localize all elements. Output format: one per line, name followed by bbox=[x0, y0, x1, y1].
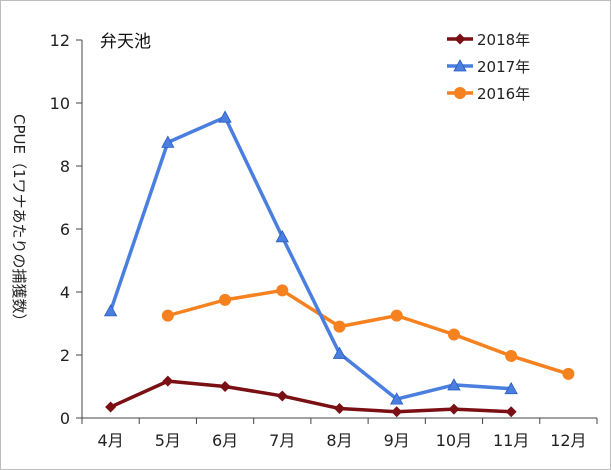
data-point bbox=[505, 349, 518, 362]
y-tick-label: 0 bbox=[60, 409, 70, 428]
data-point bbox=[334, 403, 345, 415]
data-point bbox=[447, 328, 460, 341]
y-axis-label: CPUE（1ワナあたりの捕獲数） bbox=[10, 114, 28, 329]
legend-label: 2018年 bbox=[477, 31, 530, 49]
x-tick-label: 11月 bbox=[493, 431, 529, 450]
y-tick-label: 6 bbox=[60, 220, 70, 239]
data-point bbox=[219, 293, 232, 306]
data-point bbox=[276, 390, 288, 402]
x-tick-label: 7月 bbox=[269, 431, 295, 450]
data-point bbox=[562, 367, 575, 380]
data-point bbox=[447, 378, 461, 391]
y-tick-label: 4 bbox=[60, 283, 70, 302]
data-point bbox=[275, 230, 289, 243]
data-point bbox=[504, 381, 518, 395]
legend-swatch-marker bbox=[453, 59, 467, 72]
data-point bbox=[332, 346, 347, 359]
x-tick-label: 10月 bbox=[436, 431, 472, 450]
data-point bbox=[218, 110, 232, 123]
x-tick-label: 9月 bbox=[384, 431, 410, 450]
data-point bbox=[448, 403, 460, 415]
y-tick-label: 10 bbox=[50, 94, 70, 113]
data-point bbox=[161, 309, 174, 322]
x-tick-label: 6月 bbox=[212, 431, 238, 450]
legend-swatch-marker bbox=[454, 87, 466, 99]
data-point bbox=[161, 135, 175, 148]
legend-label: 2016年 bbox=[477, 85, 530, 103]
data-point bbox=[505, 406, 517, 418]
legend-label: 2017年 bbox=[477, 58, 530, 76]
y-tick-label: 2 bbox=[60, 346, 70, 365]
series-2016年 bbox=[161, 284, 575, 380]
series-line bbox=[167, 288, 569, 376]
series-2017年 bbox=[103, 110, 518, 405]
data-point bbox=[219, 381, 231, 392]
legend-item: 2017年 bbox=[447, 58, 530, 76]
legend-item: 2016年 bbox=[447, 85, 530, 103]
legend-swatch-marker bbox=[454, 33, 466, 45]
data-point bbox=[333, 320, 346, 333]
series-line bbox=[109, 379, 512, 414]
x-tick-label: 8月 bbox=[326, 431, 352, 450]
x-tick-label: 4月 bbox=[98, 431, 124, 450]
x-tick-label: 5月 bbox=[155, 431, 181, 450]
data-point bbox=[105, 401, 117, 413]
legend-item: 2018年 bbox=[447, 31, 530, 49]
series-line bbox=[108, 115, 512, 401]
x-tick-label: 12月 bbox=[550, 431, 586, 450]
data-point bbox=[162, 375, 174, 387]
data-point bbox=[390, 392, 404, 405]
y-tick-label: 8 bbox=[60, 157, 70, 176]
data-point bbox=[276, 284, 289, 297]
chart-title: 弁天池 bbox=[100, 32, 151, 52]
data-point bbox=[103, 304, 118, 317]
data-point bbox=[390, 309, 403, 322]
data-point bbox=[391, 406, 403, 418]
y-tick-label: 12 bbox=[50, 31, 70, 50]
series-2018年 bbox=[105, 375, 517, 418]
